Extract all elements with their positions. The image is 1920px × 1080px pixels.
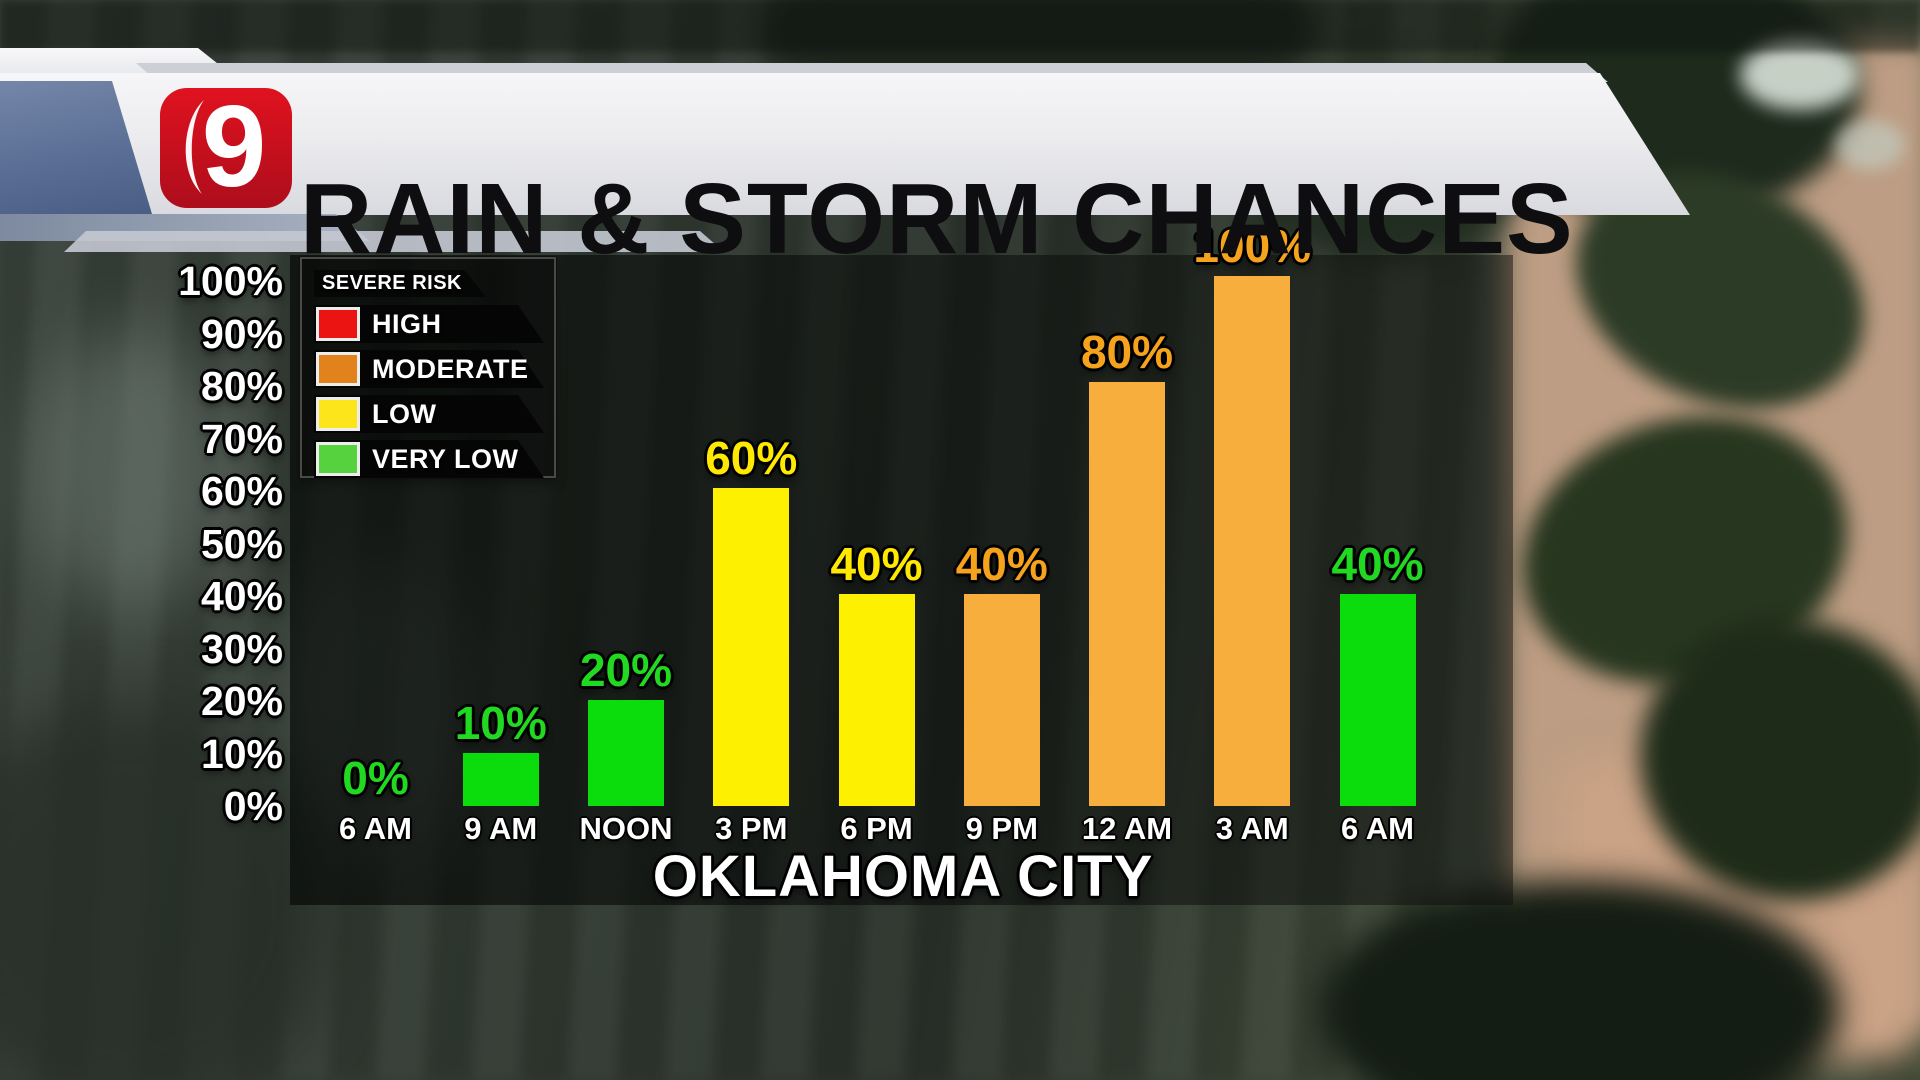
bar-value-label: 80% [1080,326,1174,378]
banner-substrip-gray [64,231,724,252]
legend-item-high: HIGH [314,305,546,343]
y-axis-label: 60% [200,468,283,514]
legend-title: SEVERE RISK [322,272,462,294]
legend-item-label: LOW [372,399,437,429]
page-title: RAIN & STORM CHANCES [300,163,1574,275]
legend-item-label: MODERATE [372,354,529,384]
legend-color-swatch [316,442,360,476]
legend-color-swatch [316,397,360,431]
legend-color-swatch [316,352,360,386]
legend-item-low: LOW [314,395,546,433]
y-axis-label: 50% [200,520,283,567]
chance-bar-6am [1339,594,1416,806]
city-label: OKLAHOMA CITY [652,844,1154,909]
legend-title-bar: SEVERE RISK [314,270,486,297]
bar-value-label: 40% [1331,538,1424,590]
x-axis-label: NOON [579,811,673,846]
chance-bar-3pm [713,488,790,806]
x-axis-label: 3 AM [1215,811,1289,846]
chance-bar-3am [1214,276,1291,806]
chance-bar-noon [588,700,664,806]
news9-logo: 9 [160,81,292,211]
chance-bar-9pm [963,594,1040,806]
legend-item-moderate: MODERATE [314,350,546,388]
x-axis-label: 3 PM [715,811,788,846]
y-axis-label: 70% [200,415,283,462]
x-axis-label: 6 PM [840,811,913,846]
chance-bar-6pm [838,594,915,806]
bar-value-label: 20% [579,644,673,696]
bar-value-label: 40% [830,538,923,590]
y-axis-label: 90% [200,310,283,357]
x-axis-label: 6 AM [1341,811,1414,846]
station-number: 9 [202,88,267,208]
y-axis-label: 100% [178,258,283,304]
severe-risk-legend: SEVERE RISK HIGH MODERATE LOW VERY LOW [300,257,556,478]
x-axis-label: 9 PM [965,811,1038,846]
y-axis-label: 80% [200,363,283,409]
x-axis-label: 12 AM [1081,811,1173,846]
legend-color-swatch [316,307,360,341]
legend-item-very-low: VERY LOW [314,440,546,478]
chance-bar-12am [1089,382,1165,806]
news9-logo-icon: 9 [160,81,292,211]
background-shadow [0,0,1920,52]
bar-value-label: 40% [955,538,1048,590]
bar-value-label: 60% [705,432,798,484]
legend-item-label: HIGH [372,309,442,339]
legend-item-label: VERY LOW [372,444,519,474]
